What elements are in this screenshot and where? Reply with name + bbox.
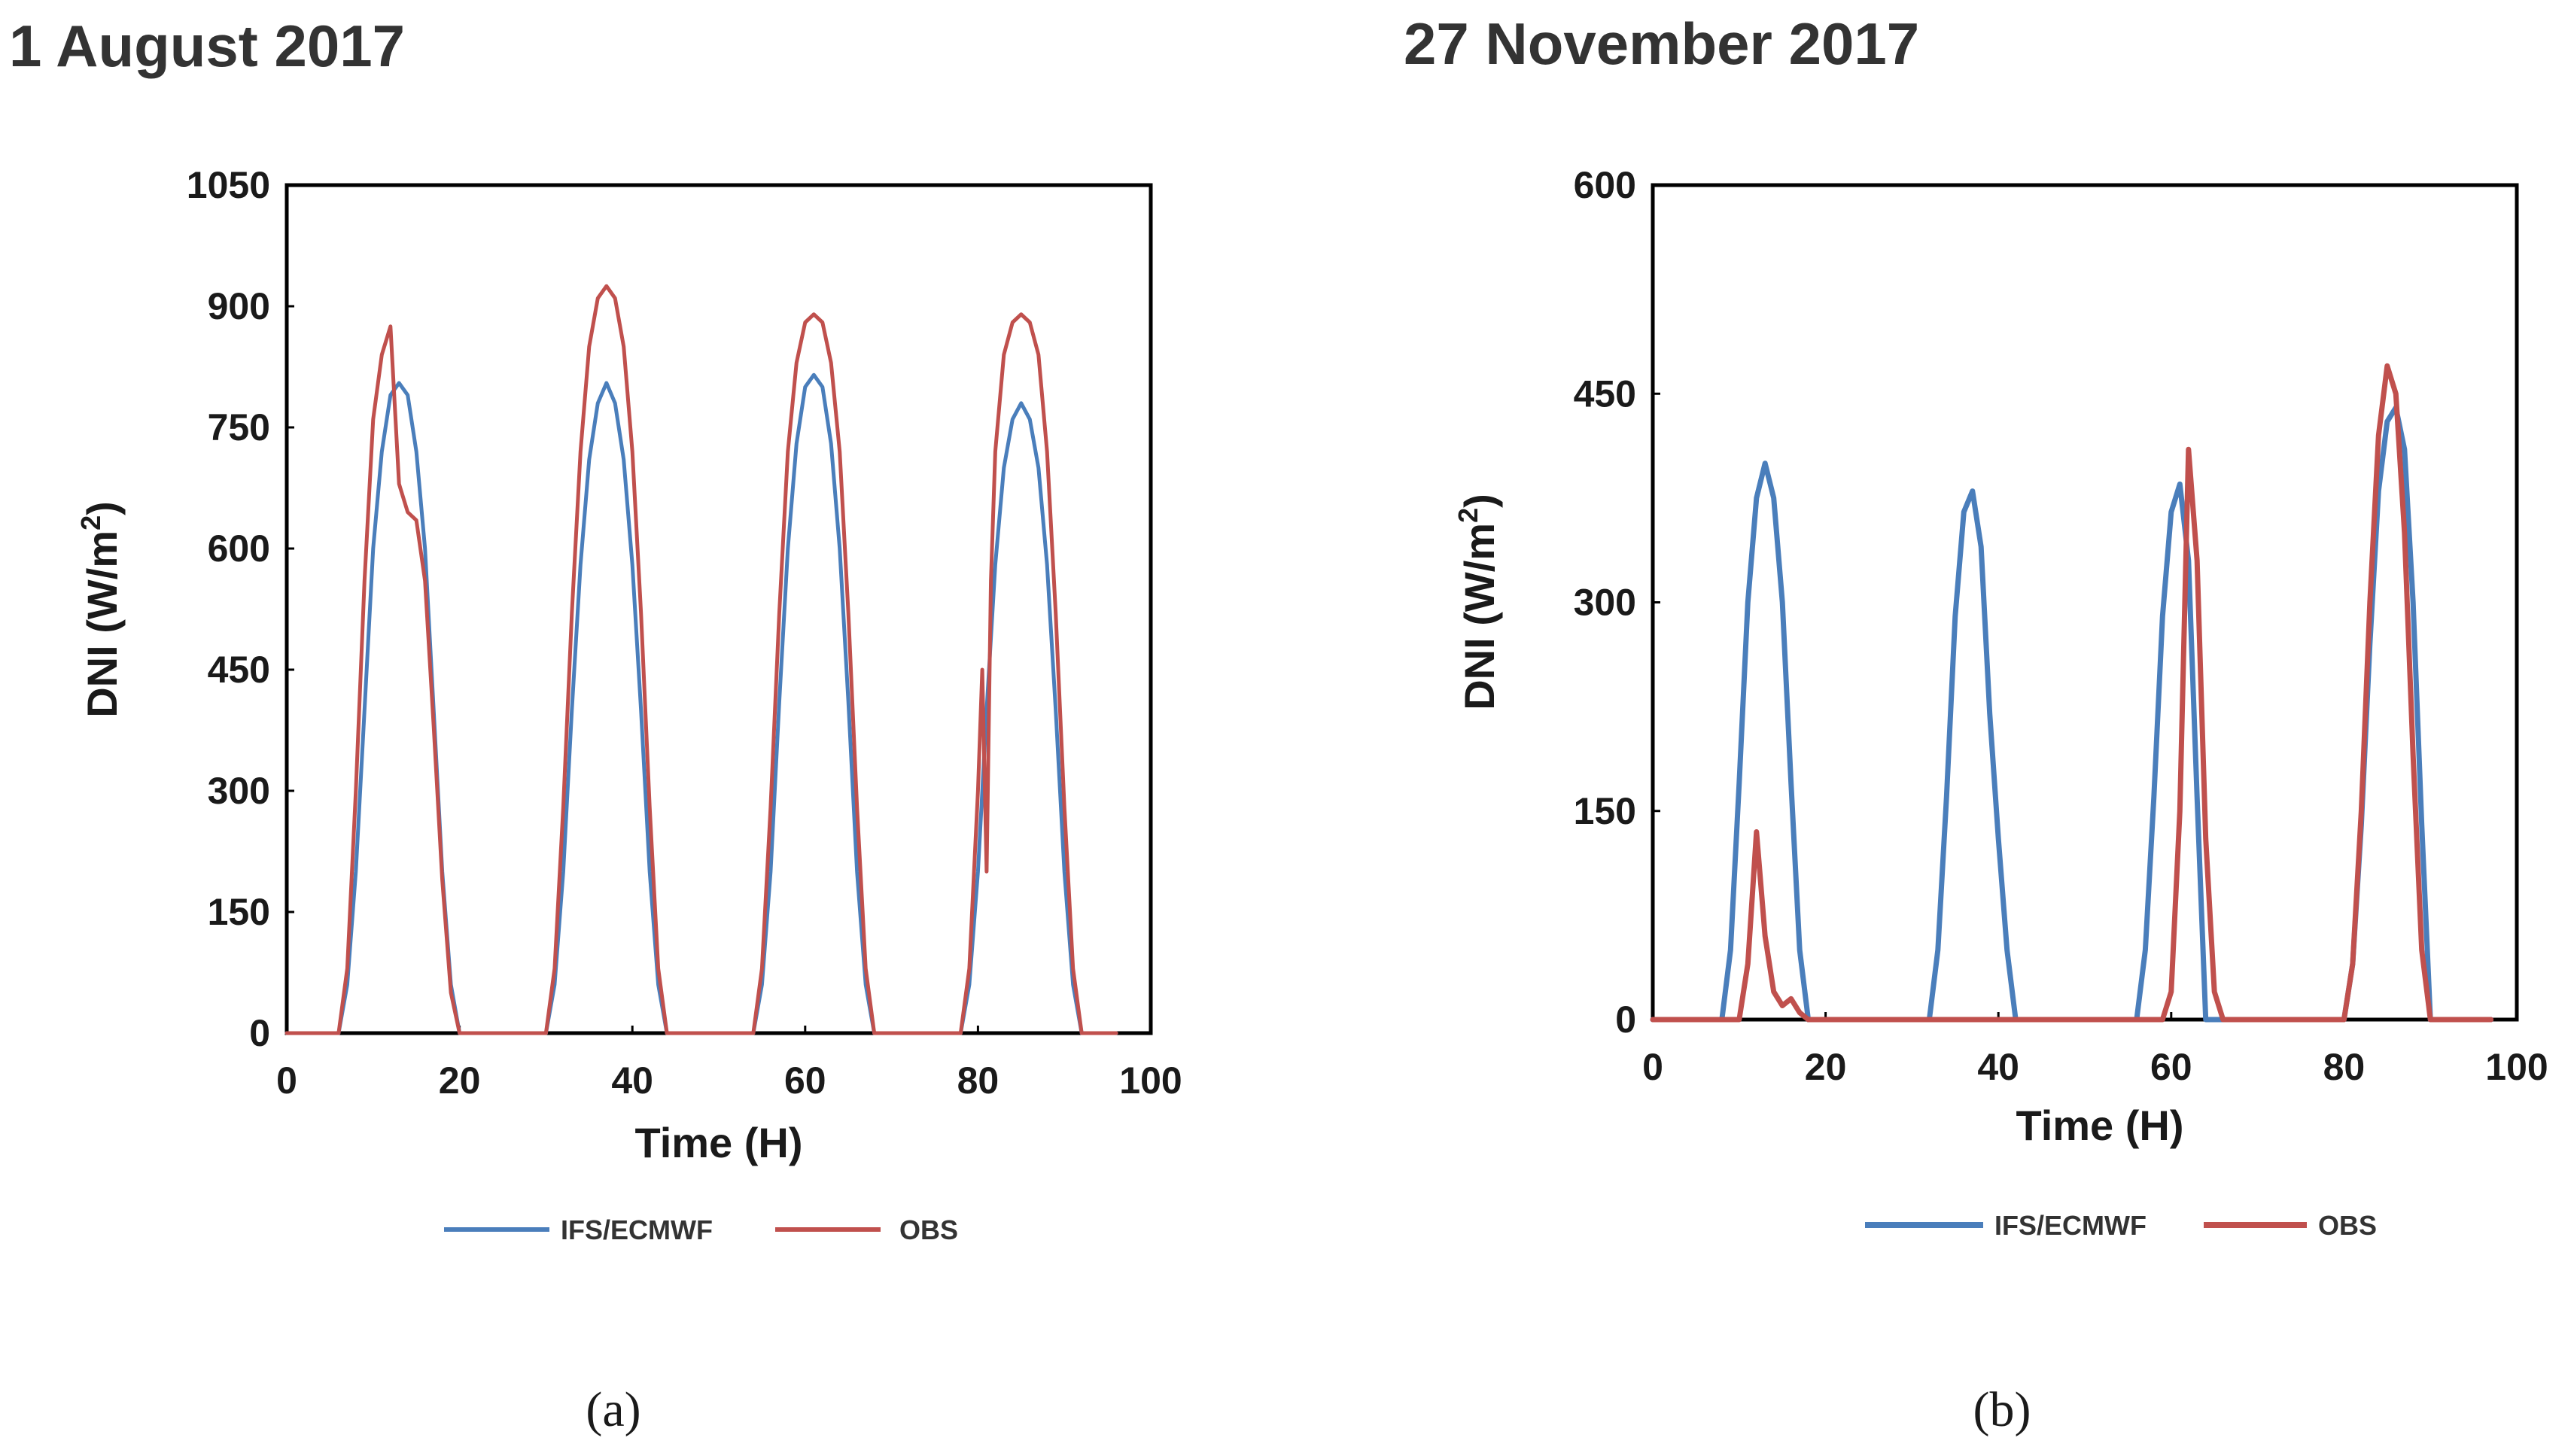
chart-b-ytick-label-4: 600 xyxy=(1574,164,1636,206)
chart-a-legend: IFS/ECMWF OBS xyxy=(444,1214,958,1245)
chart-b-ytick-label-1: 150 xyxy=(1574,790,1636,832)
chart-b-x-ticks: 0 20 40 60 80 100 xyxy=(1642,1012,2548,1088)
chart-a-ytick-label-2: 300 xyxy=(208,770,270,812)
chart-b-legend: IFS/ECMWF OBS xyxy=(1865,1210,2377,1241)
chart-a-y-ticks: 0 150 300 450 600 750 900 1050 xyxy=(187,164,294,1054)
chart-b-xtick-label-5: 100 xyxy=(2485,1046,2548,1088)
chart-a-ytick-label-1: 150 xyxy=(208,891,270,933)
chart-a-xtick-label-3: 60 xyxy=(784,1059,826,1102)
chart-panel-b: 27 November 2017 0 150 300 450 600 0 20 40 60 80… xyxy=(1404,11,2548,1437)
chart-b-y-ticks: 0 150 300 450 600 xyxy=(1574,164,1660,1041)
chart-b-legend-label-ifs: IFS/ECMWF xyxy=(1994,1210,2147,1241)
chart-b-series-obs-line xyxy=(1650,363,2494,1023)
chart-a-caption: (a) xyxy=(586,1382,640,1437)
chart-a-ytick-label-4: 600 xyxy=(208,527,270,570)
chart-a-xtick-label-4: 80 xyxy=(957,1059,999,1102)
chart-b-title: 27 November 2017 xyxy=(1404,11,1919,77)
chart-b-ytick-label-2: 300 xyxy=(1574,582,1636,624)
chart-b-series-ifs-ecmwf-line xyxy=(1650,405,2494,1023)
chart-b-y-axis-label: DNI (W/m2) xyxy=(1453,494,1503,710)
chart-b-ylabel-main: DNI (W/m xyxy=(1456,523,1503,710)
chart-a-ylabel-main: DNI (W/m xyxy=(78,530,126,718)
chart-a-xtick-label-1: 20 xyxy=(439,1059,481,1102)
chart-panel-a: 1 August 2017 0 150 300 450 600 750 900 1050 0 2… xyxy=(9,13,1182,1437)
chart-a-ytick-label-5: 750 xyxy=(208,406,270,448)
chart-a-legend-label-obs: OBS xyxy=(899,1214,958,1245)
chart-a-y-axis-label: DNI (W/m2) xyxy=(75,501,126,718)
chart-a-ylabel-sup: 2 xyxy=(75,515,106,530)
chart-a-ytick-label-6: 900 xyxy=(208,285,270,327)
chart-b-xtick-label-2: 40 xyxy=(1977,1046,2019,1088)
chart-a-series xyxy=(284,284,1118,1035)
chart-b-ytick-label-3: 450 xyxy=(1574,372,1636,415)
chart-a-ylabel-close: ) xyxy=(78,501,126,515)
chart-b-ylabel-sup: 2 xyxy=(1453,508,1483,523)
chart-b-x-axis-label: Time (H) xyxy=(2016,1102,2184,1149)
chart-b-xtick-label-1: 20 xyxy=(1805,1046,1847,1088)
chart-a-series-obs-line xyxy=(284,284,1118,1035)
chart-a-legend-label-ifs: IFS/ECMWF xyxy=(561,1214,713,1245)
chart-a-plot-frame xyxy=(284,183,1153,1035)
chart-b-legend-label-obs: OBS xyxy=(2318,1210,2377,1241)
chart-a-ytick-label-3: 450 xyxy=(208,649,270,691)
chart-b-ytick-label-0: 0 xyxy=(1615,999,1636,1041)
chart-a-series-ifs-ecmwf-line xyxy=(284,372,1118,1035)
chart-b-caption: (b) xyxy=(1973,1382,2031,1437)
chart-a-xtick-label-5: 100 xyxy=(1119,1059,1182,1102)
chart-b-ylabel-close: ) xyxy=(1456,494,1503,508)
chart-b-xtick-label-4: 80 xyxy=(2323,1046,2366,1088)
chart-a-title: 1 August 2017 xyxy=(9,13,405,79)
chart-a-xtick-label-2: 40 xyxy=(611,1059,653,1102)
chart-a-x-axis-label: Time (H) xyxy=(635,1119,803,1166)
chart-a-xtick-label-0: 0 xyxy=(276,1059,297,1102)
chart-b-xtick-label-3: 60 xyxy=(2150,1046,2192,1088)
chart-b-series xyxy=(1650,363,2494,1023)
chart-a-x-ticks: 0 20 40 60 80 100 xyxy=(276,1026,1182,1102)
chart-a-ytick-label-0: 0 xyxy=(249,1012,270,1054)
chart-a-ytick-label-7: 1050 xyxy=(187,164,270,206)
chart-b-xtick-label-0: 0 xyxy=(1642,1046,1663,1088)
